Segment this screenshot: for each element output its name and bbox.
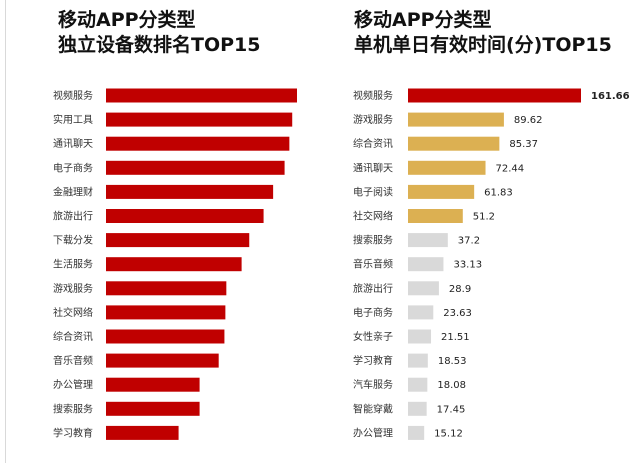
chart-2-category-label: 汽车服务 [353, 378, 393, 391]
chart-1-bar [106, 184, 274, 199]
chart-1-title-line-2: 独立设备数排名TOP15 [58, 34, 261, 56]
chart-2-value-label: 51.2 [473, 212, 495, 223]
chart-2-category-label: 办公管理 [353, 426, 393, 439]
chart-2-value-label: 21.51 [441, 332, 470, 343]
chart-1-category-label: 下载分发 [53, 234, 93, 247]
chart-2-value-label: 85.37 [509, 139, 538, 150]
chart-1-bar [106, 257, 242, 272]
chart-2-value-label: 15.12 [434, 428, 463, 439]
chart-1-category-label: 办公管理 [53, 378, 93, 391]
chart-2-bar [408, 281, 439, 296]
chart-2-bar [408, 88, 581, 103]
chart-2-category-label: 智能穿戴 [353, 402, 393, 415]
chart-2-value-label: 18.53 [438, 356, 467, 367]
chart-2-value-label: 161.66 [591, 91, 630, 102]
chart-2-bar [408, 184, 475, 199]
chart-2-bar [408, 305, 434, 320]
chart-2-value-label: 37.2 [458, 236, 480, 247]
chart-2-bar [408, 233, 448, 248]
chart-2-category-label: 电子商务 [353, 306, 393, 319]
chart-2-category-label: 旅游出行 [353, 282, 393, 295]
chart-1-bar [106, 88, 297, 103]
chart-2-category-label: 视频服务 [353, 89, 393, 102]
chart-2-category-label: 电子阅读 [353, 185, 393, 198]
chart-2-value-label: 61.83 [484, 187, 513, 198]
chart-2-value-label: 89.62 [514, 115, 543, 126]
chart-2-category-label: 搜索服务 [353, 234, 393, 247]
chart-2-title: 移动APP分类型 单机单日有效时间(分)TOP15 [354, 8, 612, 58]
chart-2-value-label: 72.44 [496, 163, 525, 174]
chart-1-title: 移动APP分类型 独立设备数排名TOP15 [58, 8, 260, 58]
chart-2-value-label: 23.63 [443, 308, 472, 319]
chart-2-bar [408, 160, 486, 175]
chart-1-bar [106, 209, 264, 223]
chart-2-bar [408, 209, 463, 223]
chart-2-category-label: 社交网络 [353, 210, 393, 223]
chart-1-category-label: 学习教育 [53, 426, 93, 439]
chart-2-bar [408, 136, 500, 151]
chart-1-bar [106, 401, 200, 416]
chart-2-bar [408, 112, 504, 127]
chart-2-bar [408, 377, 428, 392]
chart-2-value-label: 17.45 [437, 404, 466, 415]
chart-1-device-ranking: 视频服务实用工具通讯聊天电子商务金融理财旅游出行下载分发生活服务游戏服务社交网络… [53, 88, 297, 440]
chart-2-category-label: 女性亲子 [353, 330, 393, 343]
chart-2-category-label: 游戏服务 [353, 113, 393, 126]
chart-1-bar [106, 305, 226, 320]
chart-1-bar [106, 425, 179, 440]
chart-1-category-label: 视频服务 [53, 89, 93, 102]
chart-2-bar [408, 257, 444, 272]
chart-1-bar [106, 377, 200, 392]
chart-1-category-label: 生活服务 [53, 258, 93, 271]
chart-2-bar [408, 353, 428, 368]
chart-1-category-label: 金融理财 [53, 185, 93, 198]
chart-1-category-label: 综合资讯 [53, 330, 93, 343]
chart-2-category-label: 音乐音频 [353, 258, 393, 271]
chart-2-bar [408, 401, 427, 416]
chart-2-value-label: 28.9 [449, 284, 471, 295]
chart-2-title-line-1: 移动APP分类型 [354, 9, 492, 31]
chart-1-bar [106, 281, 227, 296]
chart-1-category-label: 社交网络 [53, 306, 93, 319]
chart-2-bar [408, 329, 432, 344]
chart-1-bar [106, 112, 293, 127]
chart-1-category-label: 通讯聊天 [53, 137, 93, 150]
chart-2-value-label: 18.08 [437, 380, 466, 391]
chart-1-bar [106, 329, 225, 344]
chart-1-category-label: 音乐音频 [53, 354, 93, 367]
chart-1-bar [106, 233, 250, 248]
chart-1-category-label: 实用工具 [53, 113, 93, 126]
chart-2-category-label: 通讯聊天 [353, 161, 393, 174]
chart-1-bar [106, 353, 219, 368]
chart-1-bar [106, 160, 285, 175]
chart-2-value-label: 33.13 [453, 260, 482, 271]
chart-1-category-label: 游戏服务 [53, 282, 93, 295]
chart-1-title-line-1: 移动APP分类型 [58, 9, 196, 31]
left-border-line [5, 0, 6, 463]
chart-2-category-label: 综合资讯 [353, 137, 393, 150]
chart-1-category-label: 搜索服务 [53, 402, 93, 415]
chart-2-category-label: 学习教育 [353, 354, 393, 367]
chart-2-bar [408, 425, 425, 440]
chart-1-category-label: 旅游出行 [53, 210, 93, 223]
chart-1-category-label: 电子商务 [53, 161, 93, 174]
chart-1-bar [106, 136, 290, 151]
chart-2-title-line-2: 单机单日有效时间(分)TOP15 [354, 34, 612, 56]
